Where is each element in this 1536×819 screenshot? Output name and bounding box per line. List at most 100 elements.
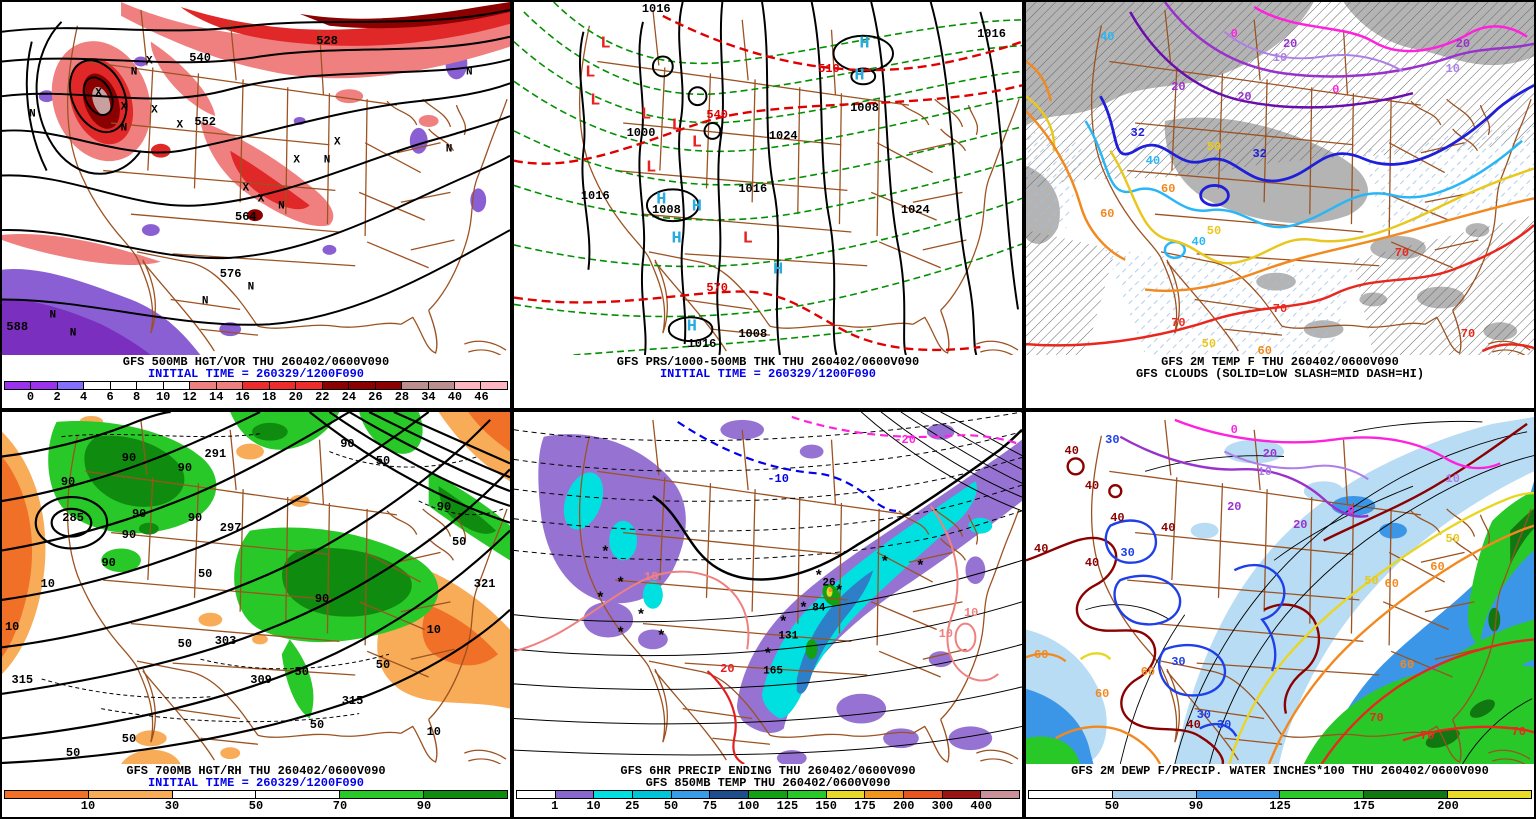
colorbar-tick-label: 100 <box>737 799 760 813</box>
map-contour-label: 50 <box>375 454 391 469</box>
map-contour-label: 40 <box>1110 510 1125 525</box>
colorbar-tick-label: 40 <box>447 390 463 404</box>
map-contour-label: 90 <box>131 507 147 522</box>
map-contour-label: 40 <box>1186 718 1201 733</box>
map-contour-label: 26 <box>822 577 836 590</box>
colorbar-tick-label: 300 <box>931 799 954 813</box>
map-contour-label: X <box>333 136 341 149</box>
colorbar-tick-label: 22 <box>315 390 330 404</box>
map-contour-label: 32 <box>1252 146 1267 161</box>
map-contour-label: N <box>120 122 128 135</box>
panel-title: GFS PRS/1000-500MB THK THU 260402/0600V0… <box>616 355 920 369</box>
colorbar-segment <box>349 382 376 389</box>
map-image-700mb <box>2 412 510 764</box>
map-prs-thickness: 1016 1016 510 1008 540 1024 1000 1016 1016 1008 10… <box>514 2 1022 355</box>
colorbar-tick-label: 24 <box>341 390 357 404</box>
map-contour-label: L <box>742 229 753 248</box>
panel-2m-temp-clouds: 0 0 10 10 20 20 20 20 32 32 40 40 40 50 50 50 60 60 60 70 70… <box>1024 0 1536 410</box>
map-labels-dewp: 40 40 40 40 40 40 40 30 30 30 30 30 20 20 20 10 10 0 0 50 50… <box>1026 412 1534 764</box>
map-contour-label: H <box>671 229 682 248</box>
panel-subtitle <box>1026 777 1534 789</box>
map-contour-label: 20 <box>1282 37 1298 52</box>
map-contour-label: 60 <box>1140 665 1156 680</box>
colorbar-segment <box>190 382 217 389</box>
map-contour-label: 10 <box>4 619 20 634</box>
colorbar-tick-label: 8 <box>133 390 141 404</box>
map-contour-label: X <box>293 154 300 167</box>
map-contour-label: 20 <box>1227 500 1242 515</box>
map-contour-label: 90 <box>121 528 137 543</box>
map-contour-label: 10 <box>1445 471 1460 486</box>
map-image-prs <box>514 2 1022 355</box>
map-contour-label: 90 <box>177 461 193 476</box>
colorbar-segment <box>517 791 556 798</box>
map-labels-prs: 1016 1016 510 1008 540 1024 1000 1016 1016 1008 10… <box>514 2 1022 355</box>
map-contour-label: 40 <box>1191 235 1206 250</box>
map-contour-label: 50 <box>309 718 325 733</box>
map-image-2m-temp <box>1026 2 1534 355</box>
map-contour-label: 70 <box>1272 302 1288 317</box>
colorbar-segment <box>163 382 191 389</box>
colorbar-tick-label: 1 <box>551 799 559 813</box>
panel-prs-thickness: 1016 1016 510 1008 540 1024 1000 1016 1016 1008 10… <box>512 0 1024 410</box>
colorbar-tick-label: 75 <box>702 799 718 813</box>
map-contour-label: X <box>242 182 250 195</box>
map-contour-label: 90 <box>187 510 203 525</box>
map-dewp: 40 40 40 40 40 40 40 30 30 30 30 30 20 20 20 10 10 0 0 50 50… <box>1026 412 1534 764</box>
map-contour-label: 50 <box>65 746 81 761</box>
colorbar-segment <box>256 791 341 798</box>
map-contour-label: 90 <box>101 556 116 571</box>
map-contour-label: 40 <box>1084 556 1100 571</box>
map-contour-label: 50 <box>197 566 213 581</box>
colorbar-segment <box>671 791 711 798</box>
map-contour-label: * <box>763 646 773 664</box>
map-contour-label: 70 <box>1171 316 1186 331</box>
map-contour-label: 570 <box>706 280 728 295</box>
map-contour-label: 50 <box>1206 224 1222 239</box>
map-contour-label: X <box>151 104 158 117</box>
colorbar-tick-label: 18 <box>262 390 277 404</box>
map-image-dewp <box>1026 416 1534 764</box>
colorbar-tick-label: 125 <box>776 799 799 813</box>
map-contour-label: 70 <box>1511 725 1526 740</box>
map-contour-label: 1008 <box>850 100 879 115</box>
colorbar-segment <box>594 791 634 798</box>
map-contour-label: 50 <box>375 658 391 673</box>
map-contour-label: L <box>646 158 657 178</box>
map-contour-label: 20 <box>1171 79 1186 94</box>
colorbar-precip: 1 10 25 50 75 100 125 150 175 200 300 400 <box>516 790 1020 816</box>
map-contour-label: 10 <box>426 725 441 740</box>
panel-500mb-hgt-vor: 528 540 552 564 576 588 N N N N N N N N N N N X X X X X X X X X G… <box>0 0 512 410</box>
map-contour-label: 70 <box>1420 728 1435 743</box>
map-image-500mb <box>2 2 510 355</box>
map-contour-label: 60 <box>1384 577 1399 592</box>
colorbar-tick-label: 150 <box>815 799 837 813</box>
colorbar-tick-label: 175 <box>1353 799 1375 813</box>
caption-2m-temp: GFS 2M TEMP F THU 260402/0600V090 GFS CL… <box>1026 355 1534 381</box>
map-contour-label: 90 <box>121 450 137 465</box>
map-contour-label: 40 <box>1100 30 1115 45</box>
map-contour-label: 291 <box>204 447 227 462</box>
map-contour-label: 50 <box>177 637 193 652</box>
map-contour-label: * <box>880 554 890 572</box>
map-contour-label: 30 <box>1120 545 1135 560</box>
colorbar-segment <box>31 382 58 389</box>
colorbar-tick-label: 4 <box>79 390 88 404</box>
map-contour-label: 60 <box>1100 206 1115 221</box>
panel-700mb-hgt-rh: 291 285 297 303 309 315 315 321 90 90 90 90 90 90 90 90… <box>0 410 512 819</box>
map-500mb-hgt-vor: 528 540 552 564 576 588 N N N N N N N N N N N X X X X X X X X X <box>2 2 510 355</box>
colorbar-pwat: 50 90 125 175 200 <box>1028 790 1532 816</box>
map-contour-label: 1024 <box>900 203 930 218</box>
map-contour-label: * <box>778 614 788 632</box>
map-labels-700mb: 291 285 297 303 309 315 315 321 90 90 90 90 90 90 90 90… <box>2 412 510 764</box>
map-contour-label: 576 <box>219 266 242 281</box>
map-contour-label: N <box>466 66 473 79</box>
colorbar-rh: 10 30 50 70 90 <box>4 790 508 816</box>
colorbar-segment <box>137 382 164 389</box>
map-contour-label: * <box>616 575 626 593</box>
colorbar-tick-label: 175 <box>854 799 876 813</box>
colorbar-segments <box>516 790 1020 799</box>
panel-title: GFS 6HR PRECIP ENDING THU 260402/0600V09… <box>620 764 916 778</box>
colorbar-tick-label: 20 <box>288 390 303 404</box>
map-contour-label: 60 <box>1399 658 1415 673</box>
